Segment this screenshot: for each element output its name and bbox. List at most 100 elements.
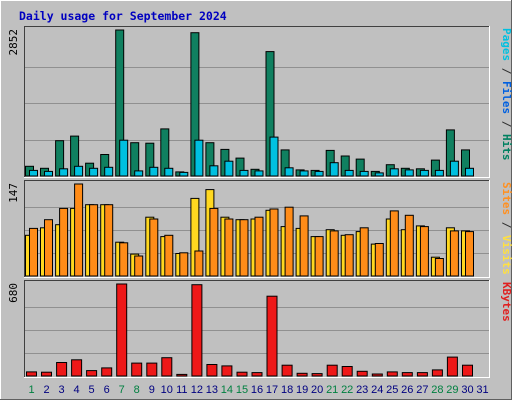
x-tick-label-day-20: 20 bbox=[311, 384, 323, 396]
bar-kbytes-day-13 bbox=[206, 364, 218, 377]
x-tick-label-day-31: 31 bbox=[476, 384, 488, 396]
bar-sites-day-28 bbox=[434, 258, 444, 277]
x-tick-label-day-12: 12 bbox=[191, 384, 203, 396]
x-tick-label-day-8: 8 bbox=[134, 384, 140, 396]
bar-kbytes-day-19 bbox=[296, 372, 308, 377]
panel-visits-scale-label: 147 bbox=[7, 183, 20, 203]
bar-sites-day-5 bbox=[89, 204, 99, 277]
bar-files-day-4 bbox=[74, 165, 84, 177]
bar-sites-day-8 bbox=[134, 255, 144, 277]
bar-files-day-19 bbox=[299, 170, 309, 177]
bar-sites-day-9 bbox=[149, 218, 159, 277]
bar-sites-day-14 bbox=[224, 218, 234, 277]
bar-files-day-11 bbox=[179, 171, 189, 177]
legend-entry: / bbox=[500, 215, 512, 235]
legend-entry: / bbox=[500, 114, 512, 134]
bar-files-day-25 bbox=[389, 168, 399, 177]
bar-files-day-7 bbox=[119, 139, 129, 177]
bar-kbytes-day-5 bbox=[86, 370, 98, 377]
bar-sites-day-27 bbox=[419, 226, 429, 277]
bar-sites-day-4 bbox=[74, 183, 84, 277]
bar-files-day-27 bbox=[419, 169, 429, 177]
bar-files-day-14 bbox=[224, 160, 234, 177]
x-tick-label-day-3: 3 bbox=[59, 384, 65, 396]
bar-kbytes-day-24 bbox=[371, 373, 383, 377]
legend-entry: Sites bbox=[500, 182, 512, 215]
bar-files-day-16 bbox=[254, 170, 264, 177]
bar-sites-day-13 bbox=[209, 207, 219, 277]
x-tick-label-day-26: 26 bbox=[401, 384, 413, 396]
x-axis-labels: 1 2 3 4 5 6 7 8 9 10 11 12 13 14 15 16 17 18 19 20 21 22 23 24 2… bbox=[28, 384, 488, 396]
bar-kbytes-day-28 bbox=[431, 369, 443, 377]
bar-files-day-18 bbox=[284, 167, 294, 177]
bar-sites-day-20 bbox=[314, 236, 324, 277]
bar-kbytes-day-6 bbox=[101, 367, 113, 377]
bar-kbytes-day-17 bbox=[266, 295, 278, 377]
bar-sites-day-1 bbox=[29, 227, 38, 277]
bar-sites-day-3 bbox=[59, 207, 69, 277]
panel-hits-scale-label: 2852 bbox=[7, 29, 20, 56]
bar-sites-day-11 bbox=[179, 252, 189, 277]
bar-kbytes-day-1 bbox=[26, 371, 37, 377]
bar-files-day-29 bbox=[449, 160, 459, 177]
bar-sites-day-12 bbox=[194, 250, 204, 277]
bar-kbytes-day-9 bbox=[146, 362, 158, 377]
bar-sites-day-26 bbox=[404, 214, 414, 277]
bar-sites-day-18 bbox=[284, 206, 294, 277]
bar-files-day-10 bbox=[164, 167, 174, 177]
legend-entry: / bbox=[500, 61, 512, 81]
legend-entry: KBytes bbox=[500, 282, 512, 322]
bar-files-day-2 bbox=[44, 170, 53, 177]
bar-files-day-13 bbox=[209, 165, 219, 177]
x-tick-label-day-6: 6 bbox=[104, 384, 110, 396]
x-tick-label-day-19: 19 bbox=[296, 384, 308, 396]
bar-sites-day-19 bbox=[299, 215, 309, 277]
chart-title: Daily usage for September 2024 bbox=[19, 9, 227, 23]
bar-files-day-15 bbox=[239, 169, 249, 177]
panel-kbytes: 680 KBytes bbox=[7, 280, 512, 378]
legend-entry: Pages bbox=[500, 28, 512, 61]
x-tick-label-day-9: 9 bbox=[149, 384, 155, 396]
bar-sites-day-22 bbox=[344, 234, 354, 277]
x-tick-label-day-10: 10 bbox=[161, 384, 173, 396]
bar-kbytes-day-26 bbox=[401, 372, 413, 377]
bar-files-day-12 bbox=[194, 139, 204, 177]
bar-sites-day-6 bbox=[104, 204, 114, 277]
bar-kbytes-day-14 bbox=[221, 365, 233, 377]
legend-entry: Visits bbox=[500, 235, 512, 275]
legend-entry: Hits bbox=[500, 134, 512, 161]
bar-sites-day-17 bbox=[269, 208, 279, 277]
panel-hits-legend: Pages / Files / Hits bbox=[500, 28, 512, 161]
bar-files-day-28 bbox=[434, 169, 444, 177]
x-tick-label-day-7: 7 bbox=[119, 384, 125, 396]
bar-kbytes-day-20 bbox=[311, 373, 323, 377]
chart-panels: 2852 Pages / Files / Hits 147 Sites / Visit… bbox=[7, 26, 512, 378]
bar-kbytes-day-3 bbox=[56, 362, 68, 377]
x-tick-label-day-2: 2 bbox=[43, 384, 49, 396]
bar-files-day-1 bbox=[29, 169, 38, 177]
x-tick-label-day-14: 14 bbox=[221, 384, 233, 396]
bar-files-day-17 bbox=[269, 136, 279, 177]
panel-kbytes-legend: KBytes bbox=[500, 282, 512, 322]
bar-files-day-21 bbox=[329, 162, 339, 177]
bar-kbytes-day-23 bbox=[356, 370, 368, 377]
bar-files-day-24 bbox=[374, 172, 384, 177]
bar-kbytes-day-21 bbox=[326, 364, 338, 377]
x-tick-label-day-25: 25 bbox=[386, 384, 398, 396]
bar-files-day-8 bbox=[134, 170, 144, 177]
bar-files-day-23 bbox=[359, 170, 369, 177]
x-tick-label-day-23: 23 bbox=[356, 384, 368, 396]
bar-files-day-5 bbox=[89, 167, 99, 177]
panel-kbytes-scale-label: 680 bbox=[7, 283, 20, 303]
x-tick-label-day-16: 16 bbox=[251, 384, 263, 396]
bar-kbytes-day-2 bbox=[41, 371, 52, 377]
bar-sites-day-23 bbox=[359, 227, 369, 277]
bar-files-day-26 bbox=[404, 169, 414, 177]
bar-kbytes-day-15 bbox=[236, 371, 248, 377]
bar-sites-day-15 bbox=[239, 219, 249, 277]
panel-visits-legend: Sites / Visits bbox=[500, 182, 512, 275]
bar-sites-day-30 bbox=[465, 231, 474, 277]
x-tick-label-day-22: 22 bbox=[341, 384, 353, 396]
